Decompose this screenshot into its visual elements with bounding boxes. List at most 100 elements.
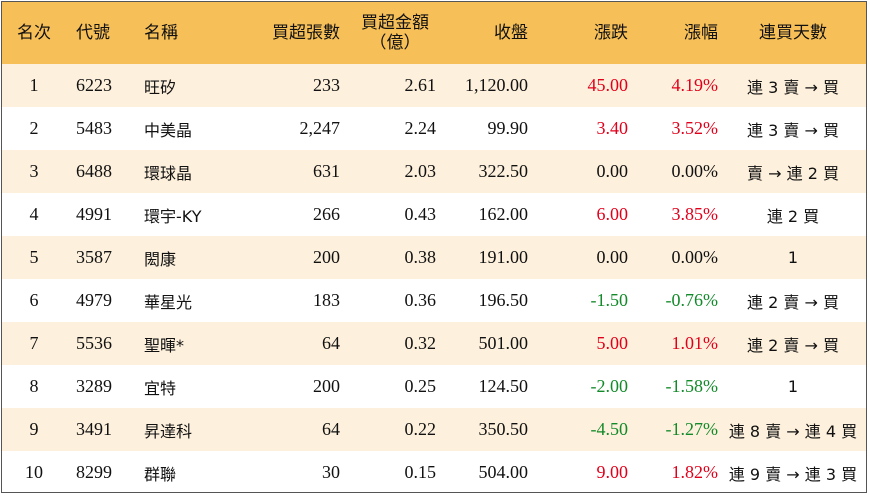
cell-streak: 連 2 賣 → 買 xyxy=(747,292,839,312)
cell-change-pct: 3.52% xyxy=(671,118,719,138)
cell-change: 5.00 xyxy=(596,333,629,353)
cell-rank: 2 xyxy=(29,118,39,138)
cell-name: 旺矽 xyxy=(144,77,177,97)
cell-close: 322.50 xyxy=(478,161,529,181)
table-header-row: 名次 代號 名稱 買超張數 買超金額 （億） 收盤 漲跌 漲幅 連買天數 xyxy=(2,2,866,64)
table-row: 9 3491 昇達科 64 0.22 350.50 -4.50 -1.27% 連 8 賣 → 連… xyxy=(2,408,866,451)
cell-name: 宜特 xyxy=(144,378,177,398)
cell-streak: 1 xyxy=(787,248,799,267)
header-net-amount-line1: 買超金額 xyxy=(361,13,429,33)
cell-change: 0.00 xyxy=(596,247,629,267)
cell-code: 6223 xyxy=(76,75,112,95)
cell-net-lots: 64 xyxy=(322,419,340,439)
cell-code: 8299 xyxy=(76,462,112,482)
cell-rank: 7 xyxy=(29,333,39,353)
cell-net-amount: 0.36 xyxy=(404,290,437,310)
table-row: 2 5483 中美晶 2,247 2.24 99.90 3.40 3.52% 連 3 賣 → 買 xyxy=(2,107,866,150)
header-change: 漲跌 xyxy=(594,23,628,43)
cell-net-lots: 266 xyxy=(313,204,340,224)
table-row: 8 3289 宜特 200 0.25 124.50 -2.00 -1.58% 1 xyxy=(2,365,866,408)
header-streak: 連買天數 xyxy=(759,23,827,43)
cell-net-amount: 0.15 xyxy=(404,462,437,482)
header-code: 代號 xyxy=(76,23,110,43)
cell-code: 3587 xyxy=(76,247,112,267)
cell-net-lots: 631 xyxy=(313,161,340,181)
cell-close: 504.00 xyxy=(478,462,529,482)
cell-code: 5483 xyxy=(76,118,112,138)
table-row: 7 5536 聖暉* 64 0.32 501.00 5.00 1.01% 連 2 賣 → 買 xyxy=(2,322,866,365)
cell-name: 環球晶 xyxy=(144,163,193,183)
cell-net-amount: 2.24 xyxy=(404,118,437,138)
table-row: 6 4979 華星光 183 0.36 196.50 -1.50 -0.76% 連 2 賣 → … xyxy=(2,279,866,322)
cell-net-amount: 0.32 xyxy=(404,333,437,353)
cell-net-lots: 200 xyxy=(313,376,340,396)
cell-name: 昇達科 xyxy=(144,421,193,441)
cell-net-amount: 2.61 xyxy=(404,75,437,95)
cell-name: 華星光 xyxy=(144,292,193,312)
cell-close: 124.50 xyxy=(478,376,529,396)
cell-close: 191.00 xyxy=(478,247,529,267)
cell-rank: 5 xyxy=(29,247,39,267)
cell-change: 3.40 xyxy=(596,118,629,138)
cell-change: -4.50 xyxy=(590,419,629,439)
cell-change: -1.50 xyxy=(590,290,629,310)
cell-net-lots: 233 xyxy=(313,75,340,95)
cell-rank: 8 xyxy=(29,376,39,396)
cell-streak: 連 2 賣 → 買 xyxy=(747,335,839,355)
cell-rank: 10 xyxy=(25,462,43,482)
cell-net-lots: 64 xyxy=(322,333,340,353)
cell-net-lots: 183 xyxy=(313,290,340,310)
cell-net-lots: 200 xyxy=(313,247,340,267)
cell-close: 1,120.00 xyxy=(465,75,528,95)
cell-code: 3289 xyxy=(76,376,112,396)
cell-change: 9.00 xyxy=(596,462,629,482)
cell-change-pct: -0.76% xyxy=(665,290,719,310)
cell-net-lots: 30 xyxy=(322,462,340,482)
cell-close: 162.00 xyxy=(478,204,529,224)
cell-change: -2.00 xyxy=(590,376,629,396)
cell-net-amount: 0.43 xyxy=(404,204,437,224)
cell-close: 196.50 xyxy=(478,290,529,310)
cell-net-amount: 0.25 xyxy=(404,376,437,396)
header-net-amount: 買超金額 （億） xyxy=(340,2,436,64)
cell-rank: 6 xyxy=(29,290,39,310)
header-net-amount-line2: （億） xyxy=(369,33,421,53)
table-row: 4 4991 環宇-KY 266 0.43 162.00 6.00 3.85% 連 2 買 xyxy=(2,193,866,236)
cell-net-amount: 0.38 xyxy=(404,247,437,267)
cell-rank: 1 xyxy=(29,75,39,95)
cell-streak: 連 2 買 xyxy=(766,206,820,226)
cell-net-amount: 2.03 xyxy=(404,161,437,181)
cell-name: 群聯 xyxy=(144,464,177,484)
cell-close: 350.50 xyxy=(478,419,529,439)
cell-code: 5536 xyxy=(76,333,112,353)
table-row: 5 3587 閎康 200 0.38 191.00 0.00 0.00% 1 xyxy=(2,236,866,279)
cell-name: 中美晶 xyxy=(144,120,193,140)
cell-change: 6.00 xyxy=(596,204,629,224)
cell-code: 6488 xyxy=(76,161,112,181)
cell-rank: 3 xyxy=(29,161,39,181)
table-row: 1 6223 旺矽 233 2.61 1,120.00 45.00 4.19% 連 3 賣 → … xyxy=(2,64,866,107)
cell-streak: 連 3 賣 → 買 xyxy=(747,77,839,97)
header-rank: 名次 xyxy=(17,23,51,43)
cell-change-pct: 4.19% xyxy=(671,75,719,95)
cell-change: 45.00 xyxy=(587,75,629,95)
cell-change-pct: -1.58% xyxy=(665,376,719,396)
cell-code: 3491 xyxy=(76,419,112,439)
cell-net-lots: 2,247 xyxy=(299,118,341,138)
cell-name: 環宇-KY xyxy=(144,206,202,226)
cell-code: 4991 xyxy=(76,204,112,224)
cell-rank: 4 xyxy=(29,204,39,224)
cell-streak: 連 8 賣 → 連 4 買 xyxy=(728,421,858,441)
cell-change-pct: -1.27% xyxy=(665,419,719,439)
cell-close: 99.90 xyxy=(487,118,529,138)
cell-streak: 連 3 賣 → 買 xyxy=(747,120,839,140)
table-row: 10 8299 群聯 30 0.15 504.00 9.00 1.82% 連 9 賣 → 連 3… xyxy=(2,451,866,492)
table-body: 1 6223 旺矽 233 2.61 1,120.00 45.00 4.19% 連 3 賣 → … xyxy=(2,64,866,492)
cell-change-pct: 1.82% xyxy=(671,462,719,482)
cell-change-pct: 1.01% xyxy=(671,333,719,353)
header-net-lots: 買超張數 xyxy=(272,23,340,43)
cell-change-pct: 0.00% xyxy=(671,161,719,181)
cell-rank: 9 xyxy=(29,419,39,439)
